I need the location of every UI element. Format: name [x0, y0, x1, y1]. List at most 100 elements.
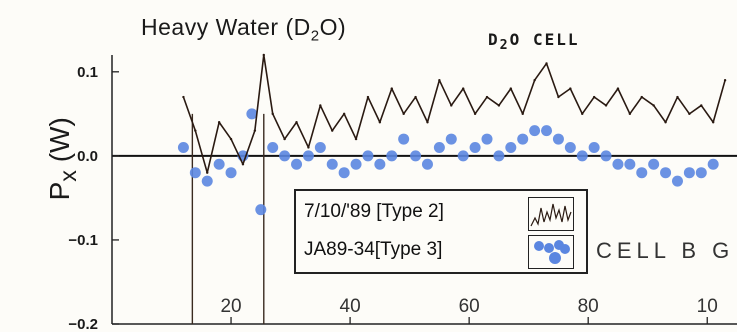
- series-type2-line: [182, 53, 727, 174]
- type2-point: [262, 53, 265, 57]
- type3-point: [671, 175, 683, 187]
- type3-point: [410, 150, 422, 162]
- series-type3-points: [177, 108, 719, 216]
- type3-point: [362, 150, 374, 162]
- d2o-cell-annotation: D2O CELL: [488, 30, 580, 54]
- type3-point: [624, 158, 636, 170]
- type2-point: [295, 121, 298, 124]
- type3-point: [612, 158, 624, 170]
- type3-point: [314, 141, 326, 153]
- y-tick-label: 0.0: [77, 148, 98, 165]
- type2-point: [664, 121, 667, 124]
- legend-swatch-type2: [528, 197, 574, 231]
- y-axis-label: Px (W): [44, 117, 81, 201]
- type3-point: [564, 141, 576, 153]
- type2-point: [652, 104, 655, 107]
- type2-point: [640, 95, 643, 99]
- type2-point: [182, 95, 185, 99]
- type3-point: [588, 141, 600, 153]
- type2-point: [241, 163, 245, 166]
- x-tick-label: 40: [340, 296, 361, 317]
- type3-point: [189, 167, 201, 179]
- type2-point: [217, 121, 221, 124]
- copyright-stamp: [118, 296, 144, 314]
- cell-b-annotation: CELL B G: [596, 238, 735, 263]
- type3-point: [541, 125, 553, 137]
- type2-point: [521, 112, 524, 116]
- type3-point: [326, 158, 338, 170]
- type2-point: [604, 104, 608, 107]
- type3-point: [338, 167, 350, 179]
- type3-point: [374, 158, 386, 170]
- type3-point: [246, 108, 258, 120]
- x-tick-label: 80: [578, 296, 599, 317]
- type2-point: [378, 121, 382, 124]
- type3-point: [213, 158, 225, 170]
- type2-point: [414, 95, 417, 99]
- type2-point: [283, 137, 286, 141]
- axes: [111, 55, 737, 325]
- type3-point: [600, 150, 612, 162]
- type2-point: [509, 87, 513, 90]
- type2-point: [354, 137, 358, 141]
- type2-point: [319, 104, 322, 107]
- type2-point: [426, 121, 429, 124]
- legend-label-type3: JA89-34[Type 3]: [304, 239, 443, 260]
- type3-point: [552, 133, 564, 145]
- type3-point: [386, 150, 398, 162]
- type2-point: [711, 121, 715, 124]
- type3-point: [648, 158, 660, 170]
- type3-point: [517, 133, 529, 145]
- legend-swatch-type3: [528, 235, 574, 269]
- type2-point: [497, 104, 501, 107]
- type3-point: [576, 150, 588, 162]
- type2-point: [331, 129, 334, 132]
- tick-labels: 0.1 0.0 −0.1 −0.2 20 40 60 80 10: [68, 64, 717, 332]
- type3-point: [457, 150, 469, 162]
- type2-point: [366, 95, 370, 99]
- type2-point: [688, 112, 691, 116]
- type2-point: [700, 104, 703, 107]
- type3-point: [225, 167, 237, 179]
- type3-point: [529, 125, 541, 137]
- type3-point: [398, 133, 410, 145]
- type2-point: [461, 87, 465, 90]
- type2-point: [307, 146, 310, 149]
- type2-point: [450, 104, 453, 107]
- legend-dots-icon: [534, 240, 570, 264]
- legend-line-icon: [530, 203, 572, 227]
- x-tick-label: 60: [459, 296, 480, 317]
- y-tick-label: −0.2: [68, 316, 98, 332]
- x-tick-label: 20: [220, 296, 241, 317]
- type2-point: [390, 87, 393, 90]
- type3-point: [302, 150, 314, 162]
- type3-point: [695, 167, 707, 179]
- type3-point: [279, 150, 291, 162]
- type3-point: [505, 141, 517, 153]
- y-tick-label: 0.1: [77, 64, 98, 81]
- type2-point: [438, 79, 441, 82]
- type2-point: [557, 95, 560, 99]
- type2-point: [676, 95, 679, 99]
- type2-point: [616, 87, 620, 90]
- type3-point: [493, 150, 505, 162]
- type2-point: [206, 171, 209, 174]
- type2-point: [402, 112, 405, 116]
- type2-point: [194, 129, 197, 132]
- type2-point: [592, 95, 596, 99]
- type3-point: [707, 158, 719, 170]
- type2-point: [628, 112, 632, 116]
- y-tick-label: −0.1: [68, 232, 98, 249]
- type2-point: [533, 79, 536, 82]
- type2-point: [581, 112, 584, 116]
- type3-point: [177, 141, 189, 153]
- type3-point: [636, 167, 648, 179]
- type3-point: [267, 141, 279, 153]
- type2-point: [545, 62, 548, 65]
- x-tick-label: 10: [697, 296, 718, 317]
- type2-point: [569, 87, 572, 90]
- type3-point: [255, 204, 267, 216]
- type3-point: [421, 158, 433, 170]
- type2-point: [271, 112, 274, 116]
